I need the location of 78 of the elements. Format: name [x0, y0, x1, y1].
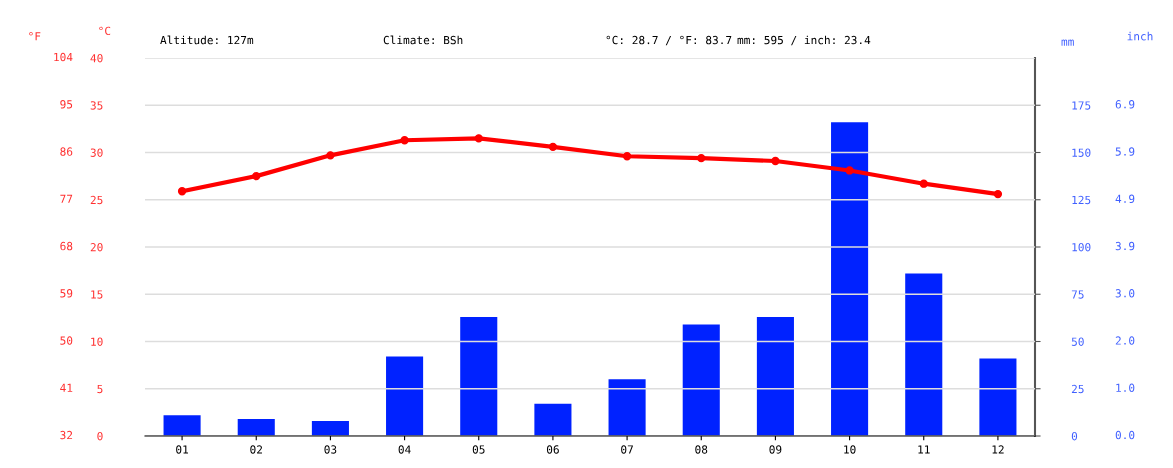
y2-tick-label: 175	[1072, 101, 1091, 110]
text: °C: 28.7 / °F: 83.7	[606, 35, 732, 46]
y2-tick-label: 25	[1071, 384, 1084, 394]
y2-tick-label: 150	[1072, 148, 1091, 157]
text: 4.9	[1115, 194, 1135, 203]
y-tick-label: 30	[90, 148, 103, 157]
x-tick-label: 06	[546, 445, 559, 454]
x-tick-label: 02	[250, 445, 262, 454]
point	[252, 171, 261, 181]
y-tick-label: 0	[97, 432, 103, 441]
y2-axis-title: mm	[1061, 39, 1074, 46]
x-tick-label: 03	[324, 445, 337, 454]
x-tick-label: 10	[844, 445, 856, 454]
text: 77	[60, 194, 73, 203]
point	[771, 156, 780, 166]
x-tick-label: 01	[176, 445, 189, 454]
point	[993, 189, 1003, 199]
text: inch	[1127, 31, 1153, 41]
y-tick-label: 25	[90, 195, 103, 205]
y-tick-label: 5	[97, 384, 103, 394]
y-tick-label: 15	[91, 290, 103, 299]
x-tick-label: 07	[621, 445, 633, 454]
text: 95	[60, 100, 73, 109]
text: 3.0	[1115, 289, 1135, 298]
text: 0.0	[1115, 430, 1135, 440]
y-tick-label: 10	[91, 337, 103, 346]
bar	[311, 420, 349, 436]
text: 6.9	[1115, 100, 1135, 109]
bar	[831, 122, 869, 436]
x-tick-label: 08	[695, 445, 708, 454]
text: 2.0	[1115, 336, 1135, 345]
bar	[163, 415, 201, 436]
point	[548, 142, 558, 151]
y-tick-label: 20	[90, 243, 103, 252]
y2-tick-label: 125	[1072, 195, 1091, 205]
text: Altitude: 127m	[160, 35, 254, 45]
x-tick-label: 05	[472, 445, 485, 454]
y-tick-label: 40	[90, 54, 103, 63]
x-tick-label: 11	[918, 445, 930, 454]
bar	[460, 316, 498, 436]
bar	[905, 273, 943, 436]
text: 68	[60, 241, 73, 251]
text: 86	[60, 147, 73, 156]
bar	[386, 356, 424, 436]
y2-tick-label: 0	[1071, 432, 1078, 441]
text: 3.9	[1115, 241, 1135, 251]
point	[177, 187, 187, 196]
point	[845, 166, 854, 175]
x-tick-label: 12	[992, 445, 1004, 454]
text: Climate: BSh	[383, 35, 463, 45]
text: 5.9	[1115, 147, 1135, 156]
text: °F	[29, 32, 41, 41]
bar	[534, 403, 572, 436]
point	[326, 151, 335, 160]
y2-tick-label: 75	[1071, 290, 1084, 299]
text: 59	[60, 289, 73, 298]
bar	[979, 358, 1017, 436]
point	[400, 136, 409, 145]
text: 1.0	[1116, 383, 1135, 392]
bar	[608, 379, 646, 436]
point	[919, 179, 928, 188]
y2-tick-label: 100	[1072, 243, 1091, 252]
point	[622, 152, 632, 161]
bar	[682, 324, 720, 436]
text: 50	[60, 336, 73, 345]
y-tick-label: 35	[90, 101, 103, 110]
bar	[756, 316, 794, 436]
text: 104	[54, 52, 73, 62]
bar	[237, 418, 275, 436]
text: 32	[60, 430, 73, 440]
text: 41	[60, 383, 73, 392]
text: mm: 595 / inch: 23.4	[737, 35, 871, 46]
y-axis-title: °C	[99, 26, 111, 36]
point	[697, 154, 706, 163]
y2-tick-label: 50	[1071, 337, 1084, 346]
x-tick-label: 04	[398, 445, 411, 454]
x-tick-label: 09	[769, 445, 782, 454]
point	[474, 134, 483, 143]
